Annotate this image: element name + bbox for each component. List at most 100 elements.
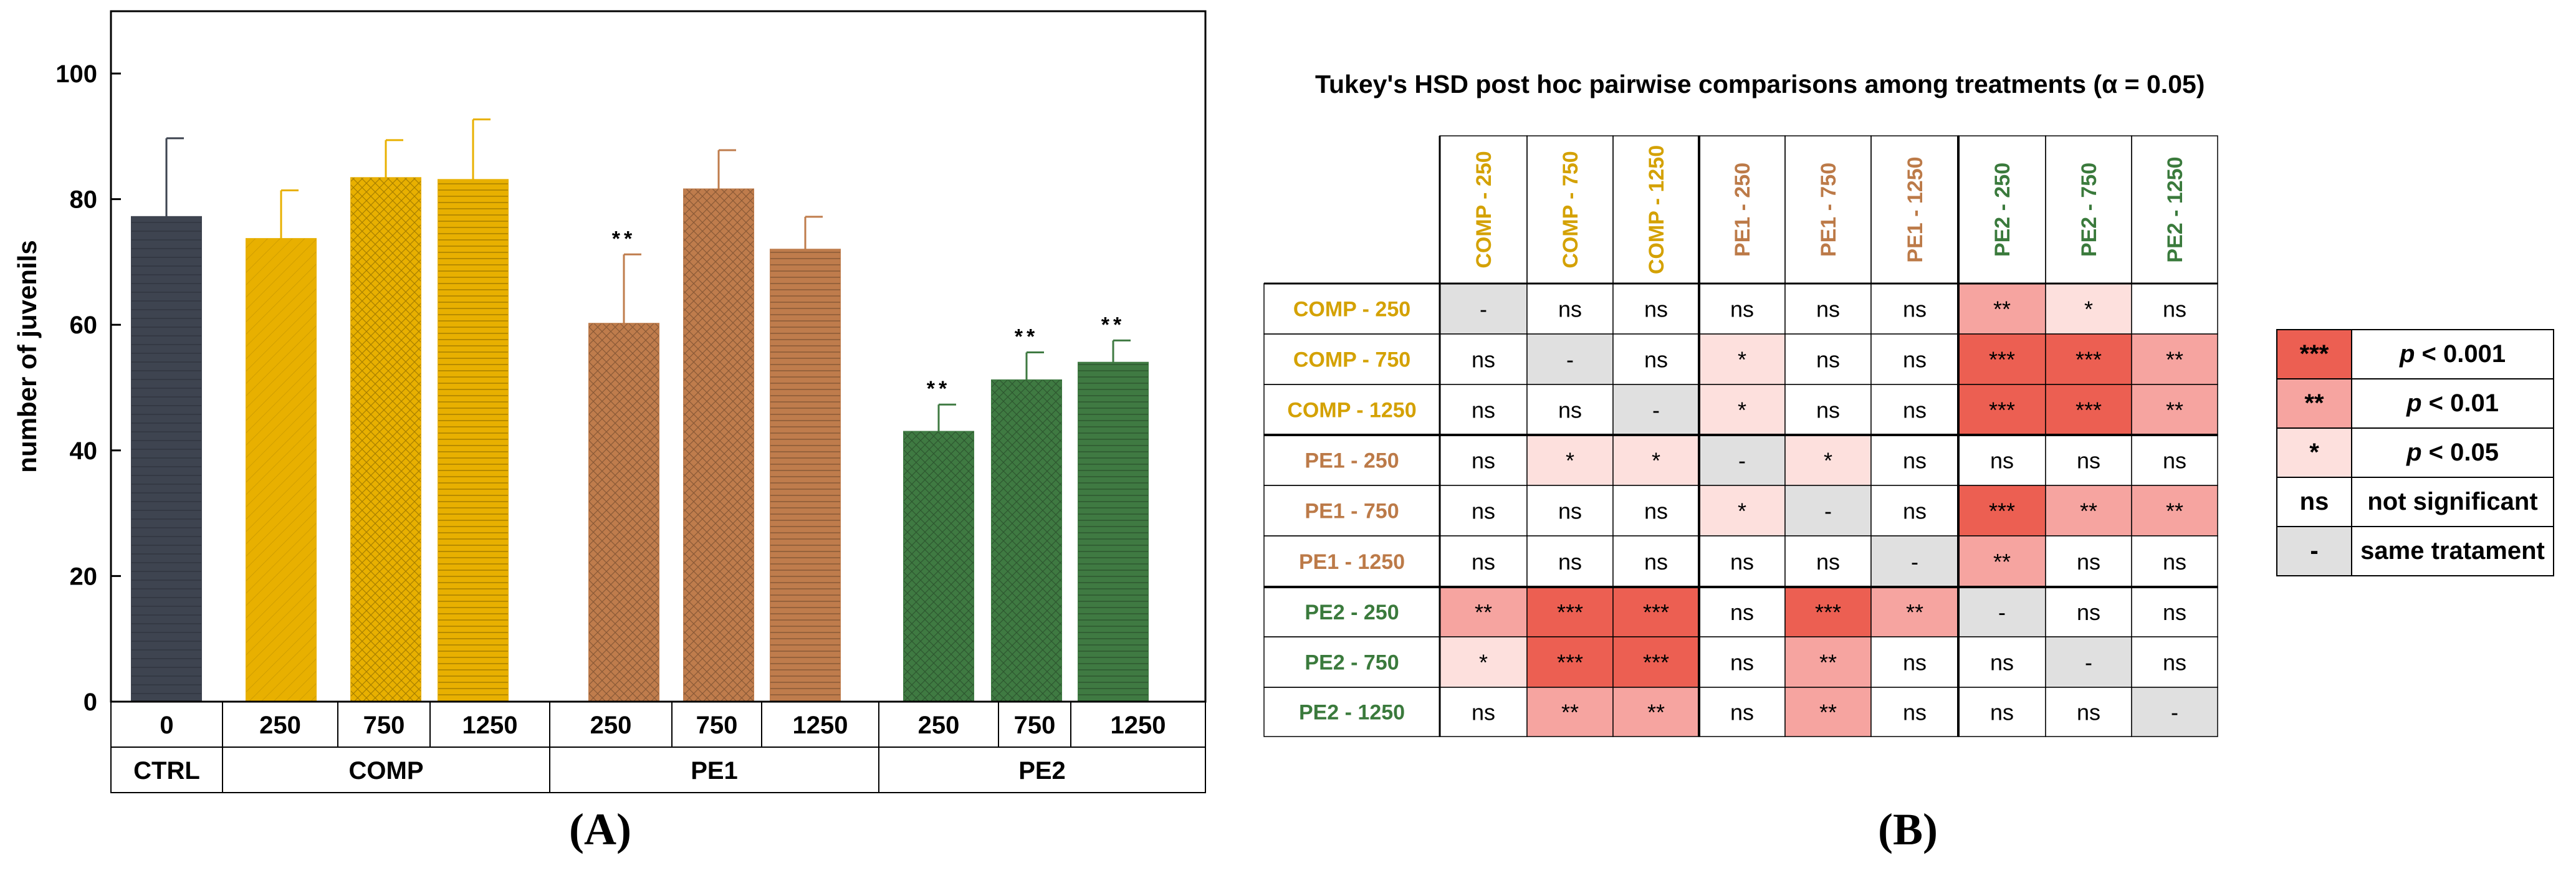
y-tick-label: 100	[55, 60, 97, 88]
tukey-cell	[2045, 485, 2132, 537]
tukey-cell-value: *	[1738, 398, 1746, 423]
bars-layer: ** ** ** **	[131, 118, 1149, 703]
y-tick-label: 60	[70, 312, 98, 339]
tukey-cell	[1698, 485, 1786, 537]
y-axis-title: number of juvenils	[12, 240, 42, 472]
tukey-cell	[1784, 485, 1872, 537]
tukey-cell-value: ns	[1903, 499, 1927, 524]
x-tick-label: 750	[363, 712, 405, 739]
tukey-row-header: PE2 - 750	[1305, 651, 1399, 675]
tukey-cell-value: ns	[2077, 448, 2100, 474]
tukey-cell-value: ***	[1815, 599, 1841, 625]
tukey-cell	[2131, 333, 2218, 385]
tukey-col-header: COMP - 1250	[1645, 145, 1669, 274]
significance-mark: **	[612, 227, 636, 250]
y-tick-label: 80	[70, 186, 98, 214]
tukey-cell-value: ns	[2163, 297, 2186, 322]
tukey-cell	[1958, 384, 2046, 436]
tukey-cell-value: ns	[1903, 448, 1927, 474]
tukey-cell-value: ns	[1990, 700, 2014, 725]
tukey-col-header: PE1 - 750	[1817, 163, 1841, 257]
tukey-cell	[2045, 384, 2132, 436]
bar-hatch	[904, 431, 974, 702]
tukey-cell-value: *	[1738, 347, 1746, 373]
tukey-cell	[1870, 586, 1959, 637]
x-tick-label: 1250	[462, 712, 518, 739]
legend-description: not significant	[2351, 477, 2554, 527]
x-tick-label: 0	[160, 712, 173, 739]
tukey-cell-value: -	[2171, 700, 2178, 725]
tukey-cell-value: *	[1479, 650, 1488, 675]
tukey-row-header: PE2 - 250	[1305, 601, 1399, 624]
tukey-cell-value: ns	[1558, 297, 1582, 322]
tukey-cell-value: ns	[1730, 700, 1754, 725]
legend-text: not significant	[2367, 488, 2538, 515]
tukey-cell	[1958, 687, 2046, 737]
tukey-cell	[1439, 535, 1528, 588]
tukey-cell	[1612, 636, 1700, 688]
tukey-cell-value: **	[1906, 599, 1923, 625]
tukey-cell	[1784, 384, 1872, 436]
tukey-cell-value: **	[1819, 700, 1837, 725]
x-tick-label: 250	[259, 712, 301, 739]
tukey-cell-value: ***	[1557, 599, 1583, 625]
tukey-cell	[1698, 687, 1786, 737]
tukey-cell-value: ***	[1989, 347, 2015, 373]
legend-symbol: ***	[2276, 329, 2352, 379]
bar-hatch	[589, 323, 659, 702]
legend-description: p < 0.05	[2351, 427, 2554, 478]
tukey-cell-value: **	[1993, 549, 2011, 575]
legend-symbol: **	[2276, 378, 2352, 429]
tukey-cell-value: **	[2166, 347, 2183, 373]
tukey-cell-value: ns	[1990, 448, 2014, 474]
tukey-cell-value: *	[1566, 448, 1574, 474]
tukey-cell-value: **	[2166, 398, 2183, 423]
tukey-cell-value: ns	[1558, 549, 1582, 575]
tukey-cell-value: ns	[2077, 599, 2100, 625]
legend-p-symbol: p	[2399, 340, 2415, 368]
tukey-cell-value: *	[1738, 499, 1746, 524]
legend-symbol: ns	[2276, 477, 2352, 527]
tukey-cell-value: *	[1652, 448, 1660, 474]
bar-hatch	[438, 179, 508, 702]
tukey-cell-value: ns	[1990, 650, 2014, 675]
group-label-pe2: PE2	[1018, 757, 1066, 785]
tukey-cell-value: ns	[1903, 650, 1927, 675]
legend-p-symbol: p	[2406, 439, 2422, 466]
tukey-cell	[1439, 333, 1528, 385]
significance-mark: **	[927, 377, 950, 401]
tukey-cell-value: ns	[1816, 297, 1840, 322]
y-tick-label: 20	[70, 563, 98, 590]
tukey-cell-value: ***	[1989, 398, 2015, 423]
legend-description: p < 0.001	[2351, 329, 2554, 379]
tukey-cell-value: -	[1998, 599, 2006, 625]
x-tick-label: 250	[918, 712, 960, 739]
tukey-cell	[1526, 384, 1614, 436]
tukey-row-header: COMP - 250	[1293, 298, 1410, 322]
tukey-col-header: PE2 - 750	[2077, 163, 2101, 257]
axis-layer: 0 20 40 60 80 100 number of juvenils CTRL 0 COMP 2…	[12, 10, 1207, 793]
tukey-cell-value: ***	[1643, 650, 1669, 675]
tukey-cell	[1698, 434, 1786, 486]
tukey-cell-value: ns	[2163, 549, 2186, 575]
tukey-cell	[1612, 687, 1700, 737]
tukey-cell	[1612, 333, 1700, 385]
group-label-ctrl: CTRL	[133, 757, 200, 785]
x-tick-label: 750	[1014, 712, 1056, 739]
tukey-cell-value: ***	[1557, 650, 1583, 675]
legend-text: < 0.01	[2421, 389, 2499, 417]
legend-row: ** p < 0.01	[2276, 378, 2554, 429]
bar-hatch	[351, 178, 421, 702]
tukey-cell	[2131, 687, 2218, 737]
tukey-cell	[1612, 434, 1700, 486]
group-label-pe1: PE1	[691, 757, 738, 785]
tukey-cell-value: ns	[1472, 347, 1495, 373]
legend-row: - same tratament	[2276, 526, 2554, 576]
legend-description: same tratament	[2351, 526, 2554, 576]
tukey-cell	[1526, 636, 1614, 688]
bar-chart: ** ** ** ** 0 20 40 60 80 100 number of juvenils C…	[12, 10, 1207, 793]
tukey-cell-value: **	[1647, 700, 1665, 725]
tukey-cell	[2131, 535, 2218, 588]
tukey-cell-value: *	[1824, 448, 1832, 474]
tukey-col-header: PE2 - 1250	[2163, 156, 2187, 262]
